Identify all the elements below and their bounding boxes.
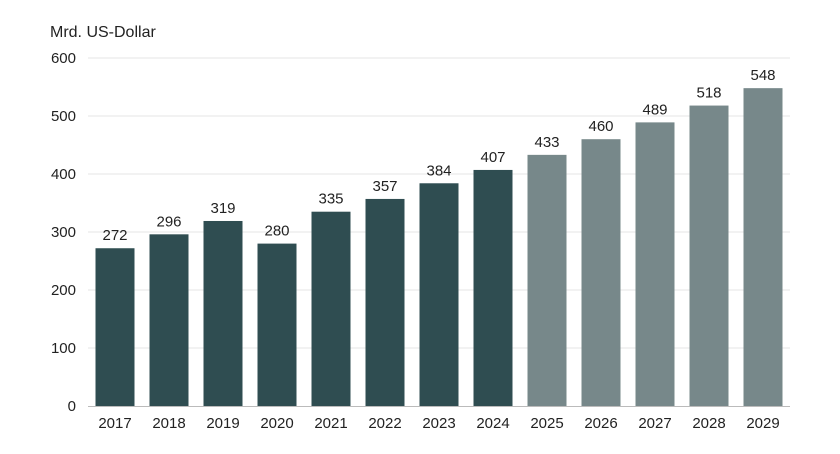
bar-2021 — [311, 211, 351, 406]
bar-2027 — [635, 122, 675, 406]
data-label-2029: 548 — [750, 67, 775, 84]
x-tick-label-2028: 2028 — [692, 415, 725, 432]
bar-2018 — [149, 234, 189, 406]
x-tick-label-2020: 2020 — [260, 415, 293, 432]
y-tick-label: 0 — [68, 398, 76, 415]
y-tick-label: 200 — [51, 282, 76, 299]
y-tick-label: 400 — [51, 166, 76, 183]
x-tick-label-2027: 2027 — [638, 415, 671, 432]
x-tick-label-2029: 2029 — [746, 415, 779, 432]
y-tick-label: 300 — [51, 224, 76, 241]
data-label-2026: 460 — [588, 118, 613, 135]
data-label-2019: 319 — [210, 200, 235, 217]
data-label-2020: 280 — [264, 223, 289, 240]
bar-2028 — [689, 105, 729, 406]
data-label-2022: 357 — [372, 178, 397, 195]
data-label-2021: 335 — [318, 191, 343, 208]
y-axis-ticks: 0 100 200 300 400 500 600 — [51, 50, 76, 415]
x-axis-ticks: 2017 2018 2019 2020 2021 2022 2023 2024 2025 2026… — [98, 415, 779, 432]
bar-2029 — [743, 88, 783, 406]
bar-2025 — [527, 154, 567, 406]
data-label-2018: 296 — [156, 213, 181, 230]
x-tick-label-2024: 2024 — [476, 415, 509, 432]
data-labels: 272 296 319 280 335 357 384 407 433 460 489 518 548 — [102, 67, 775, 244]
y-tick-label: 100 — [51, 340, 76, 357]
x-tick-label-2017: 2017 — [98, 415, 131, 432]
bar-2024 — [473, 169, 513, 406]
x-tick-label-2022: 2022 — [368, 415, 401, 432]
data-label-2028: 518 — [696, 85, 721, 102]
data-label-2025: 433 — [534, 134, 559, 151]
y-tick-label: 500 — [51, 108, 76, 125]
bar-2022 — [365, 198, 405, 406]
x-tick-label-2021: 2021 — [314, 415, 347, 432]
bar-2019 — [203, 220, 243, 406]
data-label-2017: 272 — [102, 227, 127, 244]
bars — [95, 88, 783, 406]
x-tick-label-2026: 2026 — [584, 415, 617, 432]
bar-2026 — [581, 139, 621, 406]
bar-2023 — [419, 183, 459, 406]
data-label-2027: 489 — [642, 101, 667, 118]
data-label-2023: 384 — [426, 162, 451, 179]
x-tick-label-2023: 2023 — [422, 415, 455, 432]
bar-2017 — [95, 248, 135, 406]
y-axis-unit-label: Mrd. US-Dollar — [50, 24, 156, 41]
data-label-2024: 407 — [480, 149, 505, 166]
bar-2020 — [257, 243, 297, 406]
y-tick-label: 600 — [51, 50, 76, 67]
x-tick-label-2018: 2018 — [152, 415, 185, 432]
x-tick-label-2019: 2019 — [206, 415, 239, 432]
x-tick-label-2025: 2025 — [530, 415, 563, 432]
